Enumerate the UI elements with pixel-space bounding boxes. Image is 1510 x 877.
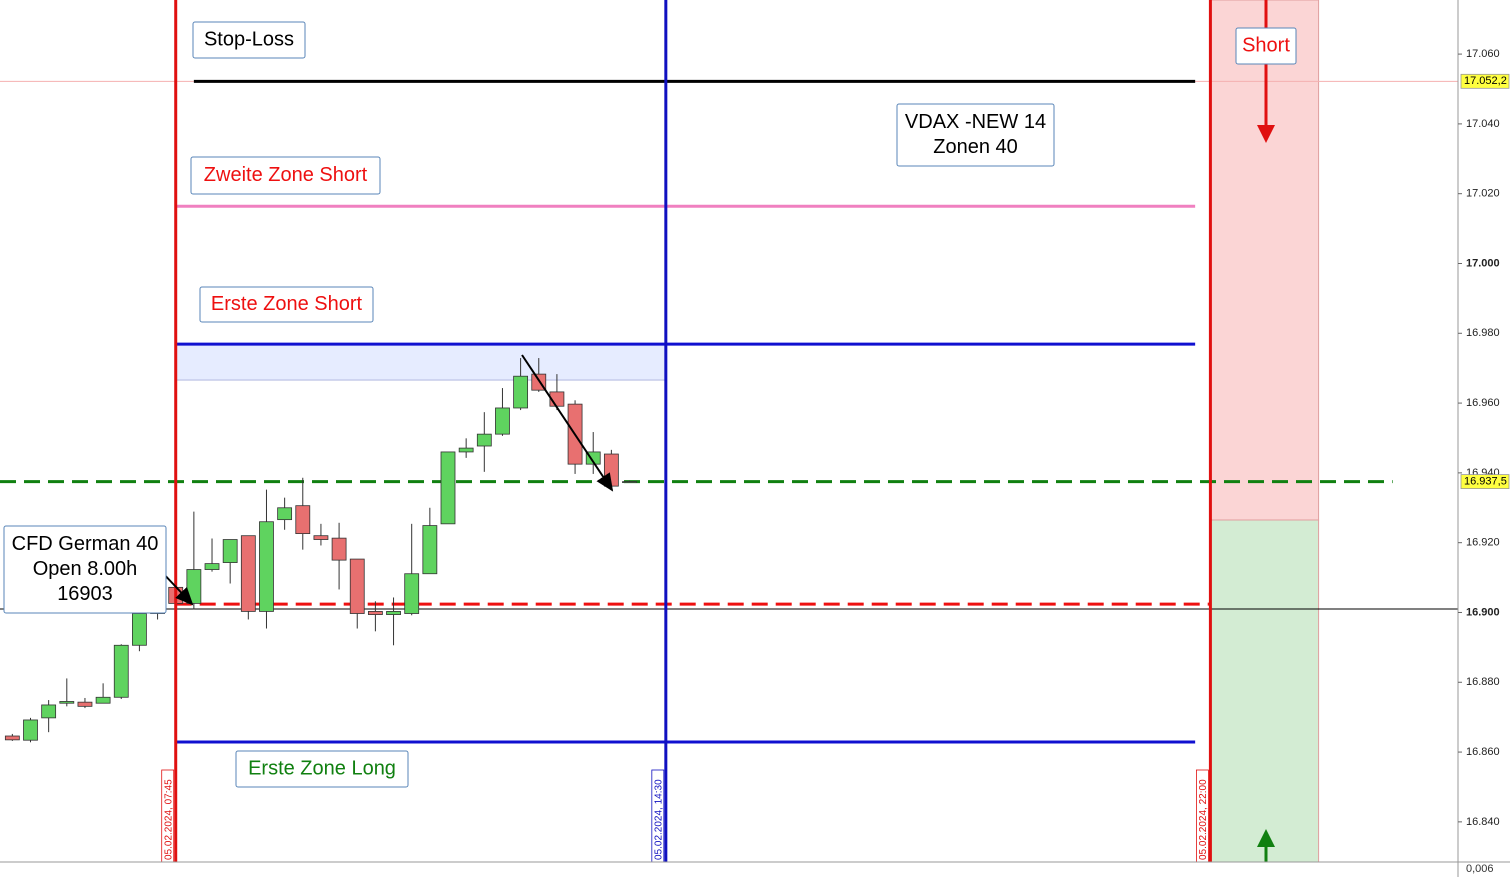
annotation-text: Zweite Zone Short [204, 164, 368, 186]
annotation-text: Zonen 40 [933, 136, 1018, 158]
y-tick-label: 16.900 [1466, 606, 1500, 618]
candle-body [259, 521, 274, 612]
candle-body [222, 539, 238, 563]
candle-body [41, 704, 57, 719]
time-label: 05.02.2024, 14:30 [653, 779, 664, 860]
price-tag-box [1460, 73, 1510, 89]
annotation-box [235, 750, 409, 788]
price-tag-box [1460, 474, 1510, 490]
candle-body [77, 701, 93, 707]
candle-body [95, 696, 111, 704]
time-label: 05.02.2024, 07:45 [163, 779, 174, 860]
y-tick-label: 17.000 [1466, 257, 1500, 269]
candle-body [277, 507, 293, 521]
y-tick-label: 16.840 [1466, 816, 1500, 828]
annotations: Stop-Loss Zweite Zone Short Erste Zone Sho… [3, 21, 1297, 788]
candle-body [513, 375, 529, 409]
annotation-box [3, 525, 167, 614]
y-tick-label: 17.060 [1466, 48, 1500, 60]
candle-body [476, 433, 492, 447]
y-tick-label: 16.920 [1466, 537, 1500, 549]
y-tick-label: 16.960 [1466, 397, 1500, 409]
annotation-text: CFD German 40 [12, 533, 159, 555]
candle-body [622, 481, 637, 484]
candle-body [295, 505, 311, 535]
candle-body [113, 644, 129, 698]
arrows [159, 0, 1275, 862]
annotation-text: Erste Zone Short [211, 293, 363, 315]
candle-body [422, 525, 438, 575]
annotation-text: Erste Zone Long [248, 757, 396, 779]
candle-body [458, 447, 474, 453]
candle-body [132, 613, 147, 646]
annotation-box [896, 103, 1055, 167]
y-tick-label: 16.860 [1466, 746, 1500, 758]
candle-body [240, 535, 256, 612]
candle-body [349, 558, 365, 614]
candle-body [23, 719, 38, 741]
candle-body [186, 569, 202, 604]
candle-body [440, 451, 456, 525]
annotation-box [199, 286, 374, 323]
annotation-text: Open 8.00h [33, 558, 138, 580]
annotation-box [192, 21, 306, 59]
annotation-box [190, 156, 381, 195]
zone [175, 343, 667, 381]
price-tag-label: 17.052,2 [1464, 75, 1507, 87]
annotation-text: 16903 [57, 583, 113, 605]
candle-body [495, 407, 510, 435]
candle-body [367, 611, 383, 615]
annotation-box [1235, 27, 1297, 65]
candle-body [4, 735, 20, 741]
y-tick-label: 17.040 [1466, 118, 1500, 130]
annotation-text: VDAX -NEW 14 [905, 111, 1046, 133]
annotation-text: Short [1242, 34, 1290, 56]
price-tag-label: 16.937,5 [1464, 476, 1507, 488]
candle-body [386, 611, 401, 615]
candle-body [313, 535, 329, 540]
trend-arrow [521, 354, 614, 492]
time-label: 05.02.2024, 22:00 [1198, 779, 1209, 860]
zone [1209, 0, 1320, 521]
sub-axis-label: 0,006 [1466, 863, 1494, 875]
zones [175, 0, 1320, 863]
annotation-text: Stop-Loss [204, 28, 294, 50]
y-tick-label: 17.020 [1466, 188, 1500, 200]
levels [0, 79, 1458, 744]
candle-body [204, 563, 220, 570]
zone [1209, 519, 1320, 863]
y-axis: 17.060 17.040 17.020 17.000 16.980 16.960 16.9… [1458, 48, 1510, 828]
y-tick-label: 16.880 [1466, 676, 1500, 688]
candle-body [331, 537, 347, 561]
candle-body [404, 573, 420, 614]
y-tick-label: 16.980 [1466, 327, 1500, 339]
candle-body [59, 701, 75, 704]
vertical-lines: 05.02.2024, 07:45 05.02.2024, 14:30 05.02.… [161, 0, 1212, 863]
